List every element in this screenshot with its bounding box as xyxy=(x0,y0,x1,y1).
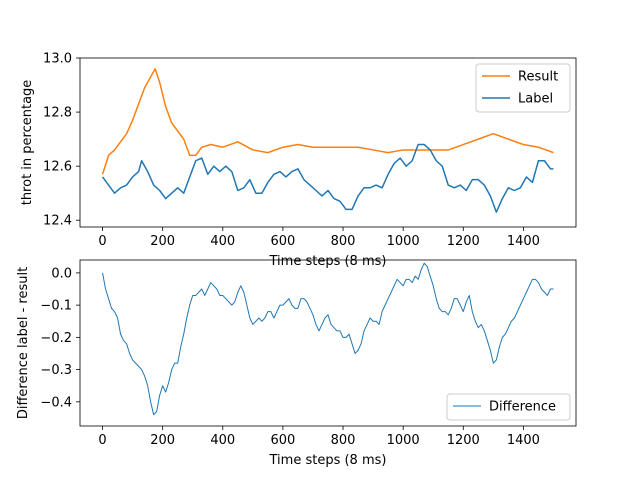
y-tick-label: −0.1 xyxy=(40,299,72,314)
legend-box xyxy=(446,393,571,421)
x-tick-label: 0 xyxy=(98,433,106,448)
x-tick-label: 200 xyxy=(150,433,175,448)
x-tick-label: 800 xyxy=(331,234,356,249)
x-tick-label: 1000 xyxy=(387,234,420,249)
legend-label-label: Label xyxy=(518,92,553,107)
y-tick-label: 12.6 xyxy=(43,160,72,175)
y-tick-label: −0.3 xyxy=(40,363,72,378)
y-tick-label: 12.4 xyxy=(43,214,72,229)
x-tick-label: 600 xyxy=(270,433,295,448)
axes-frame xyxy=(79,259,577,427)
x-tick-label: 1000 xyxy=(387,433,420,448)
series-line-label xyxy=(101,143,554,213)
top-chart: 0 200 400 600 800 1000 1200 1400 12.4 12.6 12.8 13.… xyxy=(20,52,577,269)
x-tick-label: 1200 xyxy=(447,234,480,249)
y-tick-label: 0.0 xyxy=(51,266,72,281)
x-tick-label: 400 xyxy=(210,433,235,448)
y-tick-label: 12.8 xyxy=(43,106,72,121)
bottom-chart: 0 200 400 600 800 1000 1200 1400 0.0 −0.1 −0.2 −0.3… xyxy=(16,259,577,468)
axes-frame xyxy=(79,57,577,228)
y-axis-label: throt in percentage xyxy=(20,80,35,206)
x-axis-label: Time steps (8 ms) xyxy=(269,254,387,269)
x-axis-label: Time steps (8 ms) xyxy=(269,453,387,468)
x-tick-label: 200 xyxy=(150,234,175,249)
legend-label-result: Result xyxy=(518,70,558,85)
y-axis-label: Difference label - result xyxy=(16,267,31,419)
x-tick-label: 1400 xyxy=(507,234,540,249)
x-tick-label: 800 xyxy=(331,433,356,448)
x-tick-label: 1400 xyxy=(507,433,540,448)
x-tick-label: 0 xyxy=(98,234,106,249)
x-tick-label: 1200 xyxy=(447,433,480,448)
x-tick-label: 600 xyxy=(270,234,295,249)
legend: Difference xyxy=(446,393,571,421)
y-tick-label: −0.4 xyxy=(40,395,72,410)
x-tick-label: 400 xyxy=(210,234,235,249)
series-line-result xyxy=(101,68,554,175)
series-line-difference xyxy=(102,262,554,416)
legend-label-difference: Difference xyxy=(489,400,556,415)
y-tick-label: 13.0 xyxy=(43,52,72,67)
y-tick-label: −0.2 xyxy=(40,331,72,346)
legend: Result Label xyxy=(475,63,571,113)
